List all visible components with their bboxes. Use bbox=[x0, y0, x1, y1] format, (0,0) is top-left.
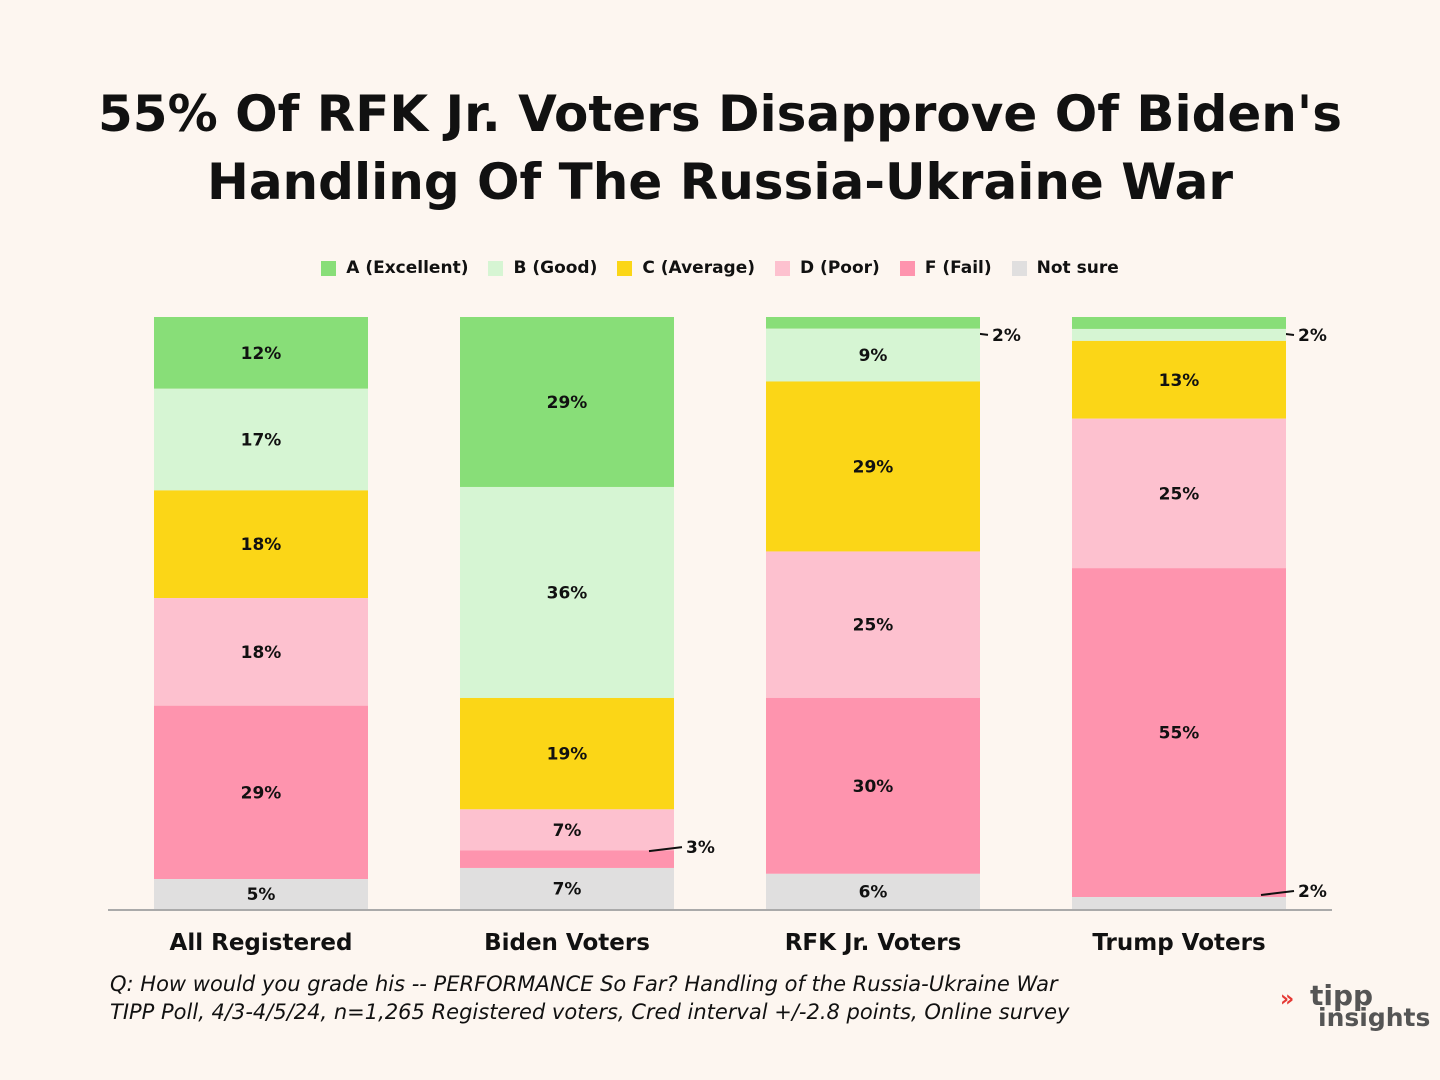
legend-label: B (Good) bbox=[513, 258, 598, 278]
data-label: 5% bbox=[247, 885, 276, 905]
callout-line bbox=[648, 846, 683, 853]
legend-swatch bbox=[1011, 260, 1027, 276]
bar-segment bbox=[1072, 418, 1286, 569]
legend-item-3: D (Poor) bbox=[775, 258, 880, 278]
bar-segment bbox=[460, 486, 674, 698]
data-label: 25% bbox=[1159, 484, 1200, 504]
bar-segment bbox=[460, 697, 674, 810]
data-label: 25% bbox=[853, 616, 894, 636]
data-label: 13% bbox=[1159, 371, 1200, 391]
legend-swatch bbox=[775, 260, 791, 276]
data-label: 7% bbox=[553, 821, 582, 841]
chart-title-line2: Handling Of The Russia-Ukraine War bbox=[206, 153, 1234, 211]
data-label: 18% bbox=[241, 643, 282, 663]
legend-item-4: F (Fail) bbox=[899, 258, 992, 278]
bar-segment bbox=[1072, 340, 1286, 419]
bar-segment bbox=[154, 879, 368, 909]
bar-segment bbox=[766, 381, 980, 552]
bar-segment bbox=[154, 705, 368, 880]
logo-text-tipp: tipp bbox=[1310, 979, 1374, 1012]
tipp-insights-logo: » tipp insights bbox=[1280, 979, 1430, 1035]
data-label: 7% bbox=[553, 879, 582, 899]
legend-swatch bbox=[617, 260, 633, 276]
chart-footer: Q: How would you grade his -- PERFORMANC… bbox=[110, 970, 1069, 1026]
data-label: 30% bbox=[853, 777, 894, 797]
category-label: Trump Voters bbox=[1092, 930, 1265, 956]
data-label: 6% bbox=[859, 882, 888, 902]
question-text: Q: How would you grade his -- PERFORMANC… bbox=[110, 972, 1058, 996]
logo-arrow-icon: » bbox=[1280, 987, 1295, 1012]
bar-segment bbox=[460, 867, 674, 909]
data-label: 29% bbox=[853, 457, 894, 477]
bar-segment bbox=[766, 873, 980, 909]
data-label: 17% bbox=[241, 431, 282, 451]
legend-swatch bbox=[899, 260, 915, 276]
bar-segment bbox=[460, 809, 674, 851]
data-label: 2% bbox=[992, 326, 1021, 346]
data-label: 55% bbox=[1159, 724, 1200, 744]
bar-segment bbox=[1072, 328, 1286, 341]
bar-segment bbox=[460, 317, 674, 487]
legend-item-2: C (Average) bbox=[617, 258, 755, 278]
chart-legend: A (Excellent) B (Good) C (Average) D (Poor)… bbox=[0, 258, 1440, 278]
bar-segment bbox=[1072, 317, 1286, 329]
bar-segment bbox=[1072, 568, 1286, 898]
category-label: All Registered bbox=[170, 930, 353, 956]
data-label: 29% bbox=[547, 393, 588, 413]
data-label: 19% bbox=[547, 745, 588, 765]
data-label: 2% bbox=[1298, 882, 1327, 902]
legend-label: Not sure bbox=[1036, 258, 1119, 278]
chart-title: 55% Of RFK Jr. Voters Disapprove Of Bide… bbox=[0, 80, 1440, 216]
data-label: 36% bbox=[547, 583, 588, 603]
bar-segment bbox=[766, 328, 980, 382]
callout-line bbox=[1260, 890, 1295, 897]
legend-label: F (Fail) bbox=[924, 258, 992, 278]
bar-segment bbox=[766, 317, 980, 329]
bar-segment bbox=[1072, 897, 1286, 909]
legend-item-1: B (Good) bbox=[488, 258, 597, 278]
category-label: Biden Voters bbox=[484, 930, 650, 956]
bar-segment bbox=[154, 598, 368, 706]
bar-segment bbox=[154, 388, 368, 491]
legend-item-0: A (Excellent) bbox=[321, 258, 468, 278]
data-label: 3% bbox=[686, 838, 715, 858]
data-label: 12% bbox=[241, 344, 282, 364]
data-label: 9% bbox=[859, 346, 888, 366]
category-label: RFK Jr. Voters bbox=[785, 930, 962, 956]
legend-item-5: Not sure bbox=[1011, 258, 1119, 278]
bar-segment bbox=[154, 317, 368, 389]
bar-segment bbox=[766, 697, 980, 874]
bar-segment bbox=[766, 551, 980, 698]
data-label: 29% bbox=[241, 783, 282, 803]
bar-segment bbox=[154, 490, 368, 599]
data-label: 18% bbox=[241, 535, 282, 555]
chart-title-line1: 55% Of RFK Jr. Voters Disapprove Of Bide… bbox=[98, 85, 1342, 143]
legend-swatch bbox=[488, 260, 504, 276]
bar-segment bbox=[460, 850, 674, 868]
legend-label: C (Average) bbox=[642, 258, 756, 278]
data-label: 2% bbox=[1298, 326, 1327, 346]
legend-swatch bbox=[321, 260, 337, 276]
stacked-bar-chart: 12% 17% 18% 18% 29% 5% All Registered 29% 36% 19%… bbox=[108, 317, 1332, 956]
legend-label: A (Excellent) bbox=[346, 258, 469, 278]
poll-source-text: TIPP Poll, 4/3-4/5/24, n=1,265 Registere… bbox=[110, 1000, 1070, 1024]
logo-text-insights: insights bbox=[1318, 1003, 1431, 1032]
legend-label: D (Poor) bbox=[800, 258, 880, 278]
